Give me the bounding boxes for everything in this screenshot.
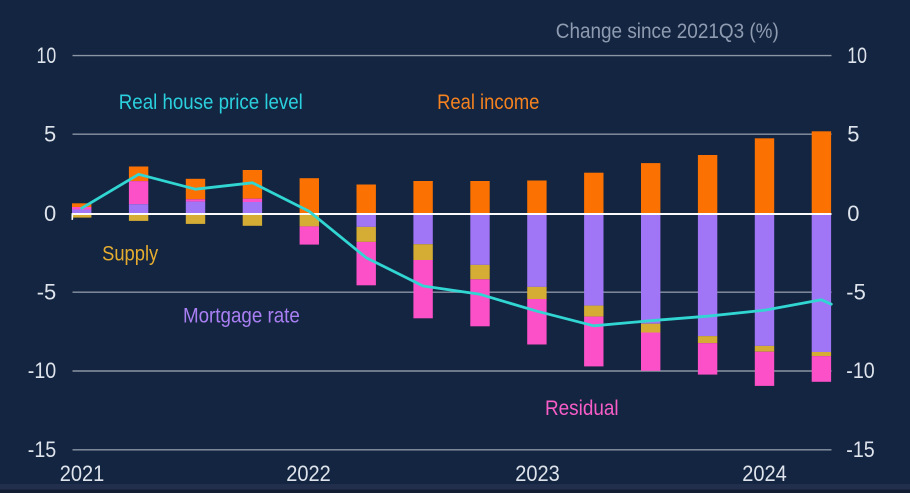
svg-text:5: 5 (44, 121, 56, 146)
svg-text:-5: -5 (37, 279, 57, 304)
svg-text:Residual: Residual (545, 397, 619, 420)
svg-text:-5: -5 (846, 279, 866, 304)
svg-text:Change since 2021Q3 (%): Change since 2021Q3 (%) (556, 20, 779, 43)
svg-text:2021: 2021 (60, 461, 105, 486)
svg-text:Real income: Real income (437, 91, 539, 114)
svg-text:2022: 2022 (286, 461, 331, 486)
svg-text:Mortgage rate: Mortgage rate (183, 304, 300, 327)
svg-text:2023: 2023 (515, 461, 560, 486)
svg-text:5: 5 (847, 121, 859, 146)
svg-text:Supply: Supply (102, 242, 159, 265)
svg-text:-15: -15 (28, 437, 56, 462)
svg-text:-10: -10 (846, 358, 874, 383)
svg-text:10: 10 (847, 43, 867, 68)
svg-text:-15: -15 (846, 437, 874, 462)
svg-text:0: 0 (44, 201, 56, 226)
svg-text:10: 10 (37, 43, 57, 68)
svg-text:Real house price level: Real house price level (119, 91, 303, 114)
svg-text:-10: -10 (28, 358, 56, 383)
svg-text:0: 0 (847, 201, 859, 226)
svg-text:2024: 2024 (742, 461, 787, 486)
